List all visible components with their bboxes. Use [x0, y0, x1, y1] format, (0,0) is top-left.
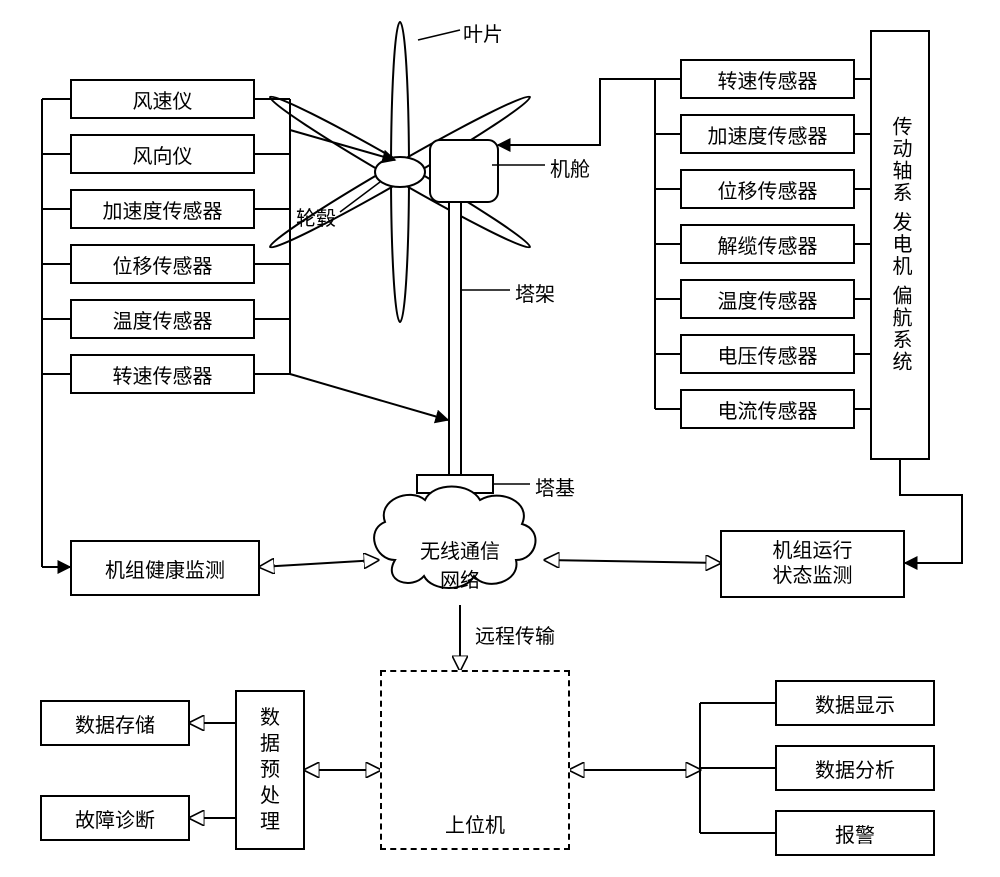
label-base: 塔基 — [535, 472, 575, 501]
health-box: 机组健康监测 — [70, 540, 260, 596]
right-sensor-2: 位移传感器 — [680, 169, 855, 209]
host-box: 上位机 — [380, 670, 570, 850]
left-sensor-0: 风速仪 — [70, 79, 255, 119]
analysis-box: 数据分析 — [775, 745, 935, 791]
label-blade: 叶片 — [463, 18, 503, 47]
left-sensor-2: 加速度传感器 — [70, 189, 255, 229]
op-status-box: 机组运行 状态监测 — [720, 530, 905, 598]
display-box: 数据显示 — [775, 680, 935, 726]
right-sensor-3: 解缆传感器 — [680, 224, 855, 264]
turbine-drawing — [266, 22, 535, 493]
label-tower: 塔架 — [515, 278, 555, 307]
left-sensor-3: 位移传感器 — [70, 244, 255, 284]
right-sensor-1: 加速度传感器 — [680, 114, 855, 154]
right-sensor-4: 温度传感器 — [680, 279, 855, 319]
right-sensor-5: 电压传感器 — [680, 334, 855, 374]
diag-box: 故障诊断 — [40, 795, 190, 841]
cloud-label: 无线通信 网络 — [410, 535, 510, 593]
left-sensor-1: 风向仪 — [70, 134, 255, 174]
left-sensor-4: 温度传感器 — [70, 299, 255, 339]
right-group-label: 传动轴系 发电机 偏航系统 — [870, 30, 930, 460]
store-box: 数据存储 — [40, 700, 190, 746]
remote-label: 远程传输 — [475, 620, 555, 649]
host-label: 上位机 — [445, 809, 505, 838]
right-sensor-0: 转速传感器 — [680, 59, 855, 99]
right-sensor-6: 电流传感器 — [680, 389, 855, 429]
preproc-box: 数 据 预 处 理 — [235, 690, 305, 850]
label-hub: 轮毂 — [296, 202, 336, 231]
label-nacelle: 机舱 — [550, 153, 590, 182]
alarm-box: 报警 — [775, 810, 935, 856]
left-sensor-5: 转速传感器 — [70, 354, 255, 394]
